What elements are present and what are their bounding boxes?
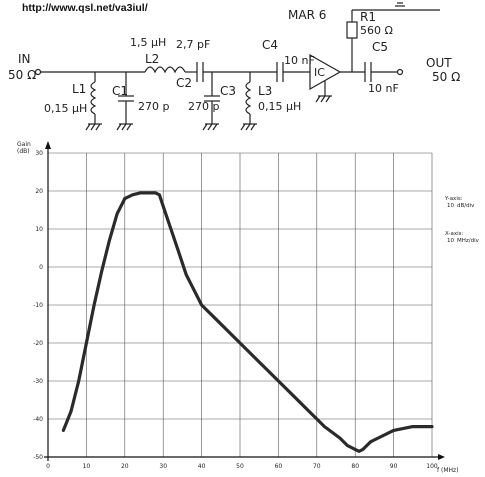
inductor-l3-symbol (245, 81, 252, 115)
y-tick-label: -40 (33, 416, 43, 423)
output-impedance: 50 Ω (432, 70, 461, 84)
x-axis-scale-value: 10 (447, 238, 454, 244)
y-tick-label: 10 (35, 226, 43, 233)
input-terminal (34, 68, 42, 76)
r1-value: 560 Ω (360, 24, 393, 37)
x-axis-scale-label: X-axis: (445, 231, 463, 237)
l2-value: 1,5 µH (130, 36, 167, 49)
r1-ref: R1 (360, 10, 376, 24)
amplifier-ic-symbol (309, 53, 342, 91)
y-axis-unit: (dB) (17, 148, 30, 155)
y-axis-scale-value: 10 (447, 203, 454, 209)
y-axis-scale-label: Y-axis: (444, 196, 463, 202)
gain-curve-series (61, 191, 434, 453)
input-label: IN (18, 52, 31, 66)
x-tick-label: 40 (198, 463, 206, 470)
c3-value: 270 p (188, 100, 220, 113)
x-tick-label: 10 (83, 463, 91, 470)
c5-ref: C5 (372, 40, 389, 54)
l1-value: 0,15 µH (44, 102, 88, 115)
x-tick-label: 80 (351, 463, 359, 470)
y-tick-label: 0 (39, 264, 43, 271)
y-tick-label: -20 (33, 340, 43, 347)
x-axis-scale-unit: MHz/div (457, 238, 480, 244)
l3-value: 0,15 µH (258, 100, 302, 113)
x-tick-label: 70 (313, 463, 321, 470)
y-tick-label: 30 (35, 150, 43, 157)
c5-value: 10 nF (368, 82, 399, 95)
chart-axes (44, 141, 445, 461)
input-impedance: 50 Ω (8, 68, 37, 82)
x-tick-label: 20 (121, 463, 129, 470)
inductor-l1-symbol (90, 81, 97, 115)
y-tick-label: -10 (33, 302, 43, 309)
l3-ref: L3 (258, 84, 273, 98)
c2-value: 2,7 pF (176, 38, 211, 51)
x-tick-label: 0 (46, 463, 50, 470)
ic-part-label: MAR 6 (288, 8, 327, 22)
y-axis-scale-unit: dB/div (457, 203, 475, 209)
l1-ref: L1 (72, 82, 87, 96)
x-axis-arrow (438, 454, 445, 460)
c4-ref: C4 (262, 38, 279, 52)
y-tick-label: -50 (33, 454, 43, 461)
c3-ref: C3 (220, 84, 237, 98)
x-axis-label: f (MHz) (437, 467, 459, 474)
x-tick-label: 30 (159, 463, 167, 470)
x-tick-label: 50 (236, 463, 244, 470)
c1-ref: C1 (112, 84, 129, 98)
l2-ref: L2 (145, 52, 160, 66)
y-axis-arrow (45, 141, 51, 149)
chart-grid (47, 152, 433, 458)
x-tick-label: 90 (390, 463, 398, 470)
output-label: OUT (426, 56, 452, 70)
inductor-l2-symbol (144, 66, 186, 74)
x-tick-label: 60 (275, 463, 283, 470)
c1-value: 270 p (138, 100, 170, 113)
y-tick-label: -30 (33, 378, 43, 385)
output-terminal (396, 68, 404, 76)
c4-value: 10 nF (284, 54, 315, 67)
c2-ref: C2 (176, 76, 193, 90)
filter-schematic (34, 2, 440, 131)
ic-symbol-label: IC (314, 66, 325, 79)
x-tick-label: 100 (426, 463, 438, 470)
y-axis-label: Gain (17, 141, 31, 148)
y-tick-label: 20 (35, 188, 43, 195)
source-url: http://www.qsl.net/va3iul/ (22, 2, 148, 14)
